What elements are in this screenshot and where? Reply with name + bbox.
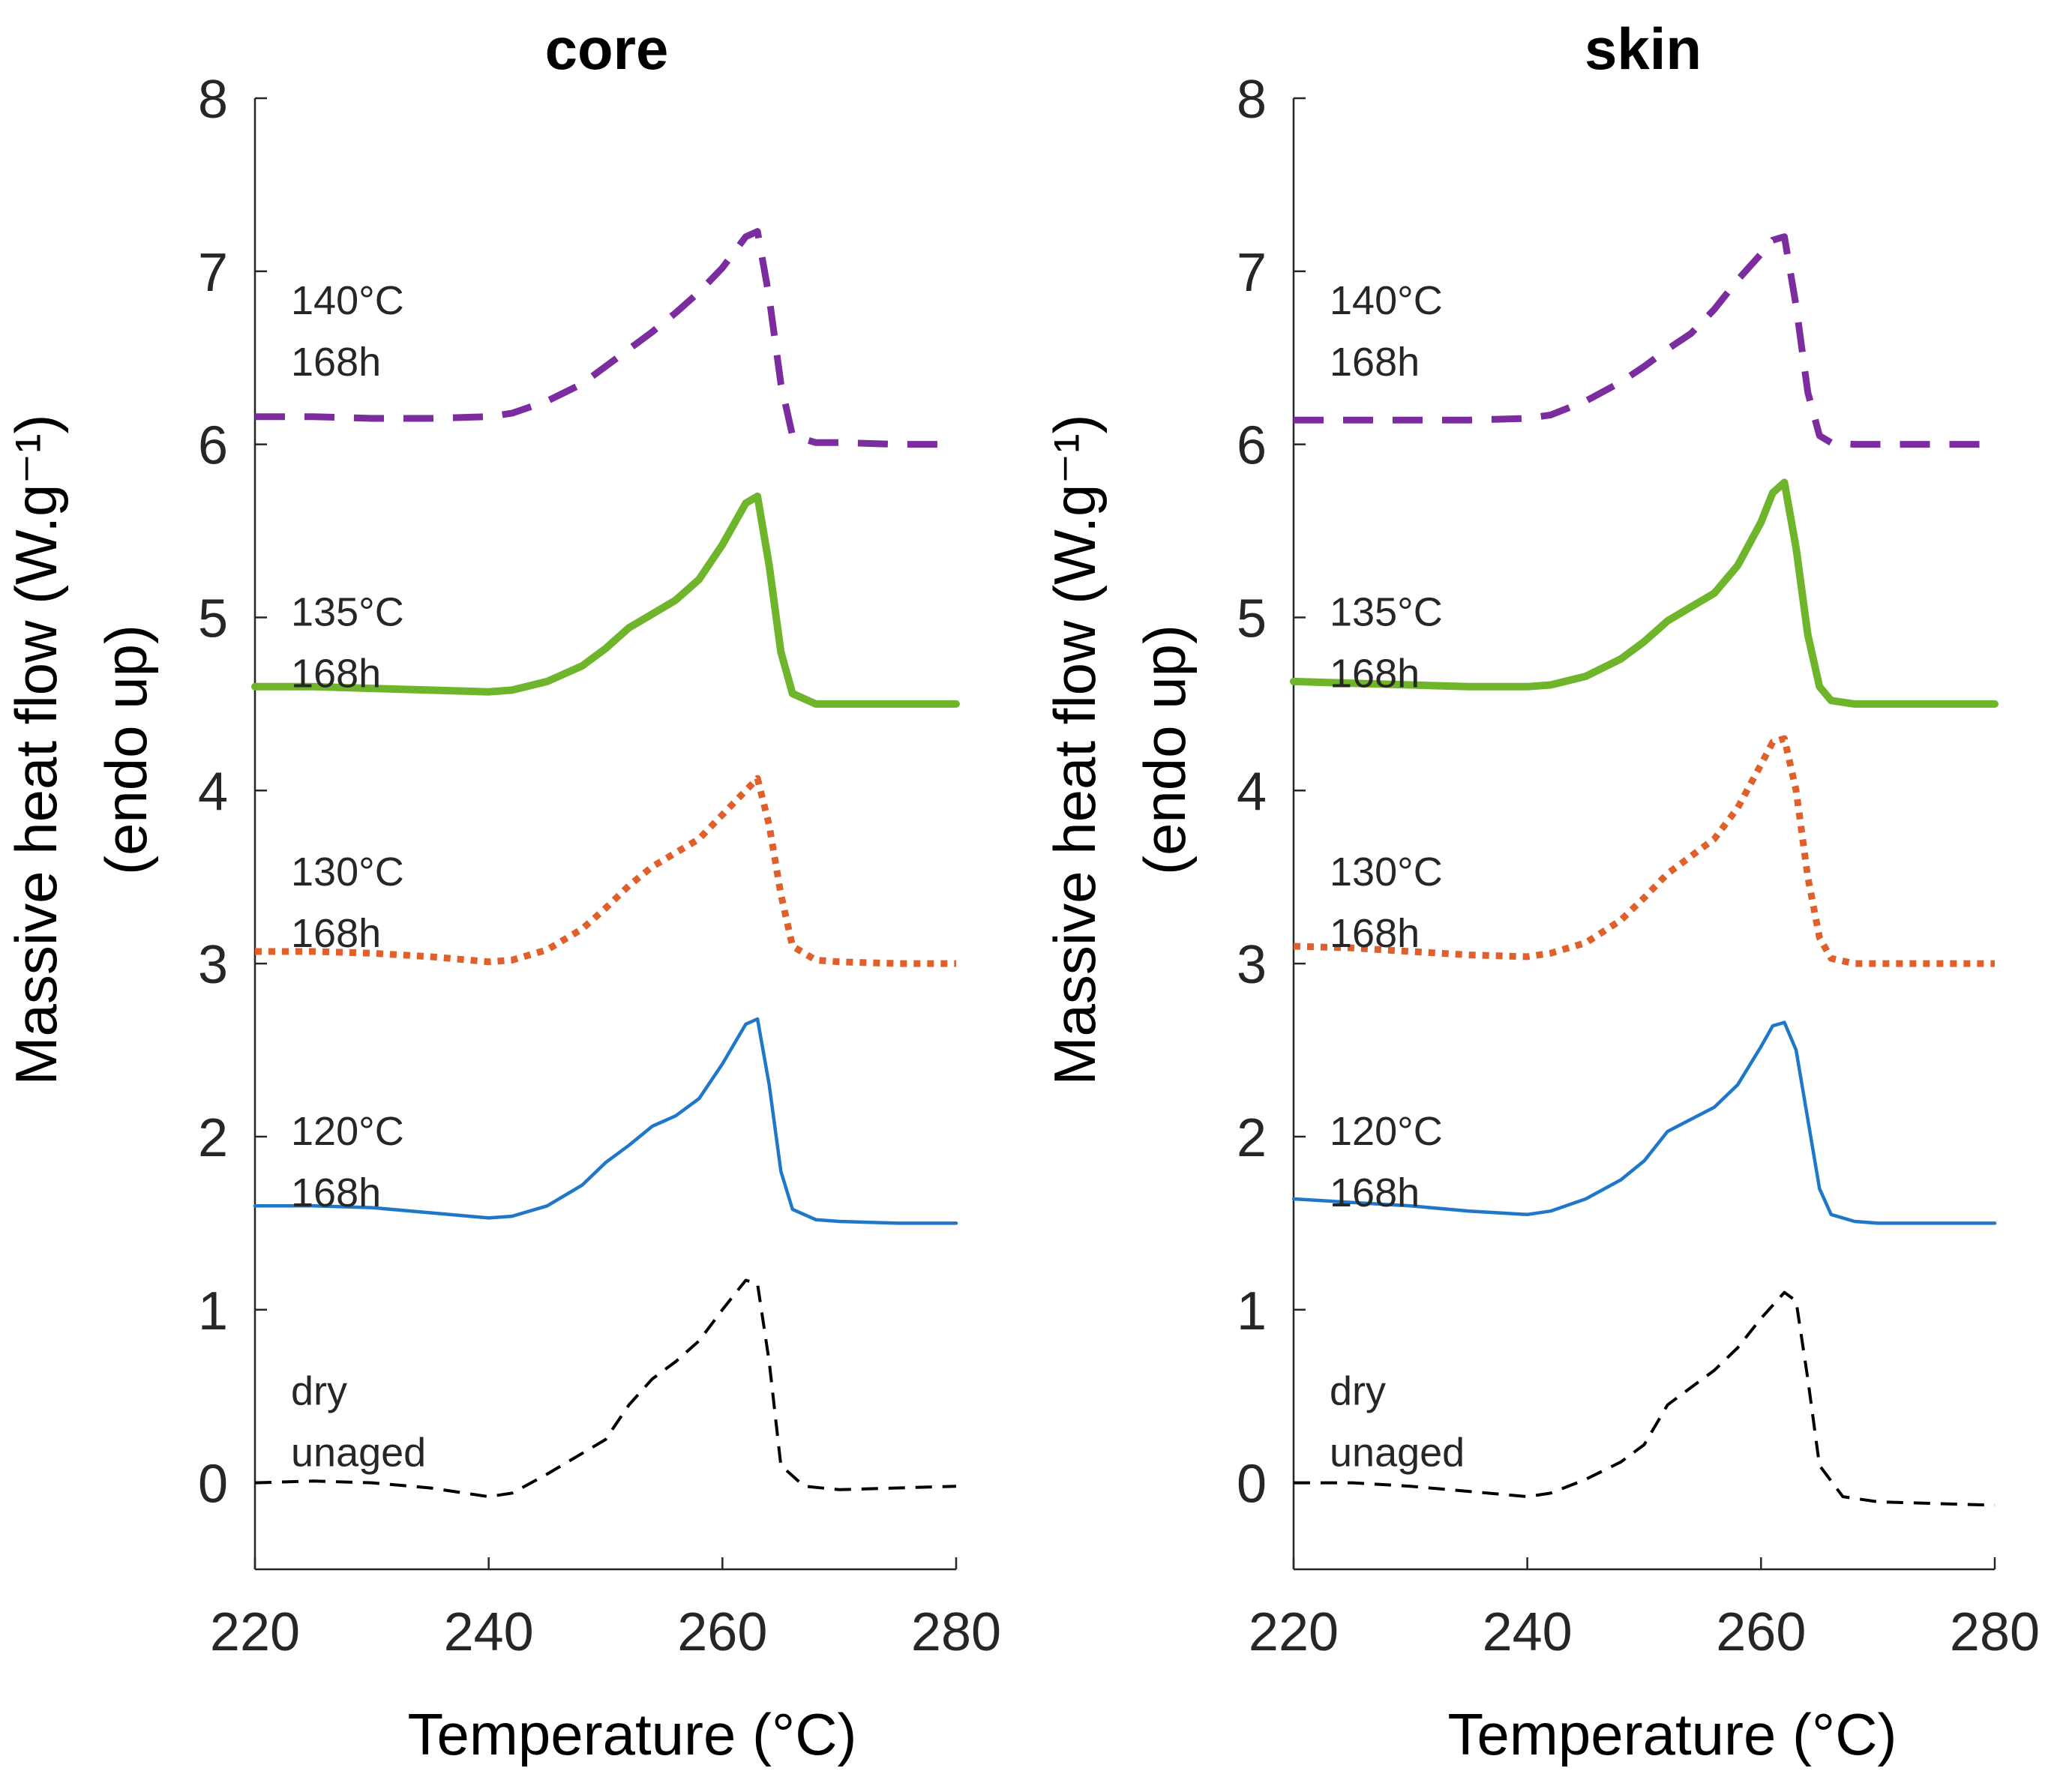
y-tick-label: 4	[1237, 762, 1267, 822]
curve-label-line2: 168h	[1330, 340, 1420, 385]
y-axis-label-skin: Massive heat flow (W.g⁻¹) (endo up)	[1042, 414, 1198, 1085]
curve-label-line2: 168h	[1330, 652, 1420, 697]
x-tick-label: 240	[1483, 1602, 1573, 1662]
y-tick-label: 3	[1237, 935, 1267, 995]
panel-core: core Massive heat flow (W.g⁻¹) (endo up)…	[3, 16, 1001, 1767]
y-tick-label: 2	[198, 1108, 228, 1168]
curve-label-line1: 135°C	[1330, 590, 1443, 635]
series-line-dry-unaged	[254, 1278, 957, 1499]
x-tick-label: 280	[1950, 1602, 2040, 1662]
curve-label-line1: 120°C	[1330, 1109, 1443, 1154]
curve-label-line1: 140°C	[1330, 278, 1443, 323]
x-tick-label: 220	[210, 1602, 300, 1662]
y-tick-label: 0	[198, 1455, 228, 1515]
y-tick-label: 1	[198, 1281, 228, 1341]
curve-label-line1: dry	[291, 1368, 347, 1413]
series-line-140-c-168h	[1294, 233, 1995, 448]
y-tick-label: 5	[198, 589, 228, 649]
curve-label-line2: 168h	[291, 911, 381, 956]
y-tick-label: 0	[1237, 1455, 1267, 1515]
x-tick-label: 260	[1716, 1602, 1806, 1662]
curve-label-line2: 168h	[1330, 911, 1420, 956]
y-tick-label: 4	[198, 762, 228, 822]
curve-label-line2: 168h	[291, 340, 381, 385]
curve-label-line1: 120°C	[291, 1109, 404, 1154]
y-tick-label: 1	[1237, 1281, 1267, 1341]
series-line-120-c-168h	[1291, 1020, 1997, 1225]
x-tick-label: 260	[677, 1602, 767, 1662]
series-line-120-c-168h	[253, 1017, 958, 1225]
y-axis-label-line1: Massive heat flow (W.g⁻¹)	[3, 414, 69, 1085]
y-tick-label: 7	[198, 243, 228, 303]
x-tick-label: 240	[444, 1602, 534, 1662]
curve-label-line1: dry	[1330, 1368, 1386, 1413]
panel-title-core: core	[545, 16, 669, 82]
curve-label-line1: 130°C	[1330, 850, 1443, 895]
x-tick-label: 280	[911, 1602, 1001, 1662]
y-tick-label: 2	[1237, 1108, 1267, 1168]
curve-label-line2: 168h	[291, 1170, 381, 1215]
series-line-140-c-168h	[255, 228, 956, 448]
curve-label-line1: 130°C	[291, 850, 404, 895]
y-tick-label: 5	[1237, 589, 1267, 649]
curve-label-line2: 168h	[291, 652, 381, 697]
y-axis-label-core: Massive heat flow (W.g⁻¹) (endo up)	[3, 414, 159, 1085]
panel-skin: skin Massive heat flow (W.g⁻¹) (endo up)…	[1042, 16, 2040, 1767]
curve-label-line2: unaged	[291, 1430, 426, 1475]
y-axis-label-line2: (endo up)	[1132, 625, 1198, 875]
series-line-130-c-168h	[255, 775, 956, 967]
curve-label-line1: 135°C	[291, 590, 404, 635]
curve-label-line2: 168h	[1330, 1170, 1420, 1215]
x-axis-label-skin: Temperature (°C)	[1447, 1701, 1897, 1767]
y-tick-label: 6	[198, 416, 228, 476]
y-tick-label: 8	[198, 70, 228, 130]
curve-label-line1: 140°C	[291, 278, 404, 323]
x-axis-label-core: Temperature (°C)	[407, 1701, 856, 1767]
x-tick-label: 220	[1249, 1602, 1339, 1662]
series-line-130-c-168h	[1293, 735, 1995, 967]
y-axis-label-line2: (endo up)	[93, 625, 159, 875]
series-line-135-c-168h	[1290, 478, 1999, 708]
y-axis-label-line1: Massive heat flow (W.g⁻¹)	[1042, 414, 1108, 1085]
panel-title-skin: skin	[1585, 16, 1702, 82]
curve-label-line2: unaged	[1330, 1430, 1465, 1475]
series-line-135-c-168h	[251, 492, 960, 708]
y-tick-label: 3	[198, 935, 228, 995]
y-tick-label: 6	[1237, 416, 1267, 476]
y-tick-label: 7	[1237, 243, 1267, 303]
series-line-dry-unaged	[1294, 1290, 1996, 1507]
y-tick-label: 8	[1237, 70, 1267, 130]
